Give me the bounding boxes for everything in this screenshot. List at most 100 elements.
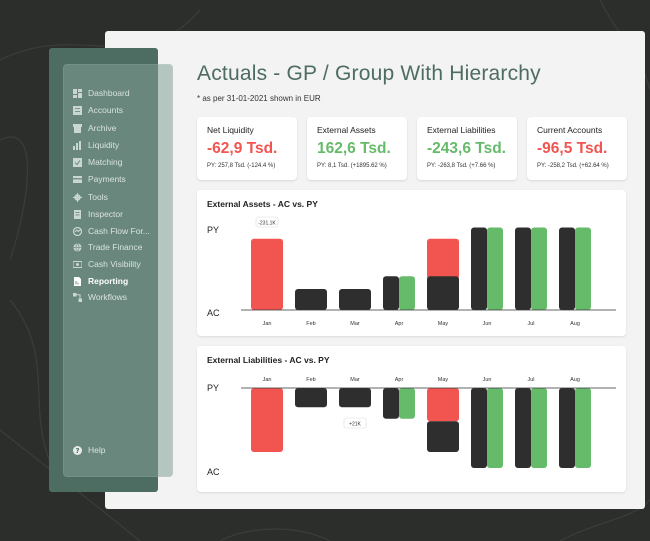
kpi-previous-year: PY: 8,1 Tsd. (+1895.62 %) — [317, 163, 387, 169]
help-button[interactable]: ? Help — [73, 443, 169, 457]
kpi-previous-year: PY: -263,8 Tsd. (+7.66 %) — [427, 163, 496, 169]
bar-ac — [295, 289, 327, 310]
sidebar-item-accounts[interactable]: Accounts — [73, 103, 169, 117]
page-title: Actuals - GP / Group With Hierarchy — [197, 62, 541, 85]
x-tick-label: Feb — [306, 377, 315, 383]
kpi-label: Current Accounts — [537, 125, 603, 135]
x-tick-label: Aug — [570, 377, 580, 383]
chart-title: External Assets - AC vs. PY — [207, 199, 318, 209]
bar-ac — [559, 388, 575, 468]
x-tick-label: May — [438, 321, 449, 327]
dashboard-icon — [73, 88, 82, 98]
accounts-icon — [73, 105, 82, 115]
x-tick-label: Jul — [527, 377, 534, 383]
sidebar-item-cash-visibility[interactable]: Cash Visibility — [73, 257, 169, 271]
annotation-label: +21K — [349, 422, 361, 428]
globe-icon — [73, 242, 82, 252]
sidebar-item-trade-finance[interactable]: Trade Finance — [73, 240, 169, 254]
kpi-previous-year: PY: -258,2 Tsd. (+62.64 %) — [537, 163, 609, 169]
sidebar-item-dashboard[interactable]: Dashboard — [73, 86, 169, 100]
bar-ac — [339, 289, 371, 310]
bar-py-delta — [251, 388, 283, 452]
eye-icon — [73, 260, 82, 268]
x-tick-label: Jan — [263, 377, 272, 383]
sidebar-item-tools[interactable]: Tools — [73, 190, 169, 204]
sidebar-item-label: Cash Flow For... — [88, 226, 150, 236]
sidebar-item-label: Workflows — [88, 292, 128, 302]
sidebar-item-label: Accounts — [88, 105, 123, 115]
x-tick-label: Jun — [483, 377, 492, 383]
sidebar-item-label: Reporting — [88, 276, 129, 286]
bar-ac — [383, 388, 399, 419]
x-tick-label: Feb — [306, 321, 315, 327]
x-tick-label: Jul — [527, 321, 534, 327]
sidebar-item-label: Archive — [88, 123, 117, 133]
sidebar-item-label: Cash Visibility — [88, 259, 141, 269]
kpi-card-external-assets[interactable]: External Assets 162,6 Tsd. PY: 8,1 Tsd. … — [307, 117, 407, 180]
liquidity-icon — [73, 140, 81, 150]
chart-title: External Liabilities - AC vs. PY — [207, 355, 330, 365]
sidebar-item-workflows[interactable]: Workflows — [73, 290, 169, 304]
svg-text:?: ? — [75, 447, 79, 455]
chart-card-external-liabilities: External Liabilities - AC vs. PY PY AC Jan… — [197, 346, 626, 492]
kpi-card-net-liquidity[interactable]: Net Liquidity -62,9 Tsd. PY: 257,8 Tsd. … — [197, 117, 297, 180]
annotation-box — [255, 216, 279, 228]
chart-external-liabilities: PY AC Jan Feb Mar Apr May Jun Jul Aug +21K — [207, 377, 616, 477]
bar-py-delta — [487, 227, 503, 310]
sidebar-item-archive[interactable]: Archive — [73, 121, 169, 135]
sidebar-item-reporting[interactable]: Reporting — [73, 274, 169, 288]
bar-ac — [471, 388, 487, 468]
bar-py-delta — [251, 238, 283, 310]
x-tick-label: Jan — [263, 321, 272, 327]
sidebar-item-label: Liquidity — [88, 140, 120, 150]
sidebar-item-label: Payments — [88, 174, 126, 184]
annotation-label: -231,1K — [258, 221, 276, 227]
bar-py-delta — [575, 388, 591, 468]
sidebar-item-label: Matching — [88, 157, 123, 167]
inspector-icon — [74, 209, 81, 219]
kpi-value: -243,6 Tsd. — [427, 140, 506, 157]
page-subtitle: * as per 31-01-2021 shown in EUR — [197, 94, 321, 103]
sidebar-item-label: Inspector — [88, 209, 123, 219]
axis-label-py: PY — [207, 383, 219, 393]
bar-py-delta — [531, 227, 547, 310]
sidebar-item-inspector[interactable]: Inspector — [73, 207, 169, 221]
sidebar-item-matching[interactable]: Matching — [73, 155, 169, 169]
sidebar-item-payments[interactable]: Payments — [73, 172, 169, 186]
chart-card-external-assets: External Assets - AC vs. PY PY AC Jan Feb Ma… — [197, 190, 626, 336]
x-tick-label: Aug — [570, 321, 580, 327]
kpi-card-current-accounts[interactable]: Current Accounts -96,5 Tsd. PY: -258,2 T… — [527, 117, 627, 180]
bar-ac — [383, 276, 399, 310]
axis-label-ac: AC — [207, 308, 220, 318]
kpi-card-external-liabilities[interactable]: External Liabilities -243,6 Tsd. PY: -26… — [417, 117, 517, 180]
axis-label-ac: AC — [207, 467, 220, 477]
bar-ac — [515, 227, 531, 310]
kpi-label: External Assets — [317, 125, 376, 135]
cash-flow-icon — [73, 226, 82, 236]
chart-external-assets: PY AC Jan Feb Mar Apr May Jun Jul Aug -231,1K — [207, 216, 616, 327]
sidebar-item-label: Trade Finance — [88, 242, 143, 252]
kpi-label: Net Liquidity — [207, 125, 254, 135]
matching-icon — [73, 157, 82, 167]
x-tick-label: May — [438, 377, 449, 383]
gear-icon — [73, 192, 82, 202]
kpi-previous-year: PY: 257,8 Tsd. (-124.4 %) — [207, 163, 276, 169]
axis-label-py: PY — [207, 225, 219, 235]
x-tick-label: Jun — [483, 321, 492, 327]
sidebar-item-liquidity[interactable]: Liquidity — [73, 138, 169, 152]
sidebar-item-label: Tools — [88, 192, 108, 202]
help-label: Help — [88, 445, 106, 455]
workflow-icon — [73, 292, 82, 302]
kpi-value: 162,6 Tsd. — [317, 140, 391, 157]
payments-icon — [73, 175, 82, 183]
bar-ac — [427, 276, 459, 310]
sidebar: Dashboard Accounts Archive Liquidity Mat… — [63, 64, 173, 477]
sidebar-item-cash-flow[interactable]: Cash Flow For... — [73, 224, 169, 238]
kpi-value: -62,9 Tsd. — [207, 140, 278, 157]
report-icon — [74, 276, 81, 286]
annotation-box — [343, 417, 367, 429]
bar-ac — [339, 388, 371, 408]
bar-py-delta — [427, 388, 459, 422]
x-tick-label: Mar — [350, 321, 360, 327]
x-tick-label: Apr — [395, 321, 404, 327]
